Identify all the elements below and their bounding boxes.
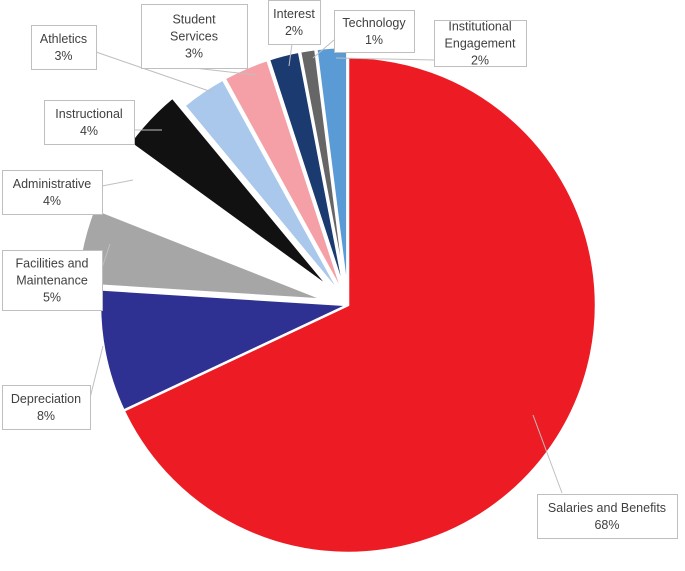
data-label-interest: Interest 2% xyxy=(268,0,321,45)
data-label-category: Services xyxy=(170,30,218,44)
leader-line-athletics xyxy=(95,51,213,93)
data-label-box xyxy=(2,170,103,215)
leader-line-salaries-and-benefits xyxy=(532,414,563,494)
data-label-box xyxy=(537,494,678,539)
data-label-facilities-and-maintenance: Facilities and Maintenance 5% xyxy=(2,250,103,311)
data-label-category: Depreciation xyxy=(11,392,81,406)
data-label-percent: 3% xyxy=(185,47,203,61)
data-label-percent: 4% xyxy=(43,194,61,208)
data-label-category: Administrative xyxy=(13,177,92,191)
leader-lines xyxy=(89,39,563,494)
data-label-student-services: Student Services 3% xyxy=(141,4,248,69)
data-label-percent: 3% xyxy=(54,49,72,63)
data-label-percent: 4% xyxy=(80,124,98,138)
data-label-box xyxy=(434,20,527,67)
data-label-category: Institutional xyxy=(448,20,511,34)
data-label-percent: 2% xyxy=(471,54,489,68)
data-label-category: Salaries and Benefits xyxy=(548,501,666,515)
data-label-percent: 2% xyxy=(285,24,303,38)
data-label-percent: 5% xyxy=(43,291,61,305)
data-label-box xyxy=(31,25,97,70)
data-label-category: Athletics xyxy=(40,32,87,46)
data-label-category: Engagement xyxy=(445,37,516,51)
data-label-administrative: Administrative 4% xyxy=(2,170,103,215)
data-label-percent: 1% xyxy=(365,33,383,47)
data-label-category: Student xyxy=(172,13,216,27)
data-label-category: Facilities and xyxy=(16,257,89,271)
data-label-athletics: Athletics 3% xyxy=(31,25,97,70)
pie-slice-salaries-and-benefits xyxy=(122,55,598,555)
data-label-depreciation: Depreciation 8% xyxy=(2,385,91,430)
data-label-category: Technology xyxy=(342,16,406,30)
leader-line-institutional-engagement xyxy=(335,57,435,61)
data-label-box xyxy=(268,0,321,45)
data-label-box xyxy=(44,100,135,145)
pie-slices xyxy=(75,45,598,555)
leader-line-technology xyxy=(312,39,335,59)
data-label-salaries-and-benefits: Salaries and Benefits 68% xyxy=(537,494,678,539)
data-label-category: Instructional xyxy=(55,107,122,121)
leader-line-depreciation xyxy=(89,345,104,399)
data-label-percent: 8% xyxy=(37,409,55,423)
data-label-technology: Technology 1% xyxy=(334,10,415,53)
data-label-institutional-engagement: Institutional Engagement 2% xyxy=(434,20,527,68)
leader-line-interest xyxy=(288,43,293,67)
data-label-box xyxy=(2,385,91,430)
data-label-instructional: Instructional 4% xyxy=(44,100,135,145)
pie-slice-athletics xyxy=(183,78,344,298)
data-label-box xyxy=(334,10,415,53)
leader-line-administrative xyxy=(101,179,134,187)
data-label-box xyxy=(2,250,103,311)
data-label-box xyxy=(141,4,248,69)
data-label-category: Maintenance xyxy=(16,274,88,288)
data-label-category: Interest xyxy=(273,7,315,21)
data-label-percent: 68% xyxy=(594,518,619,532)
leader-line-student-services xyxy=(193,67,257,76)
leader-line-facilities-and-maintenance xyxy=(101,243,111,269)
